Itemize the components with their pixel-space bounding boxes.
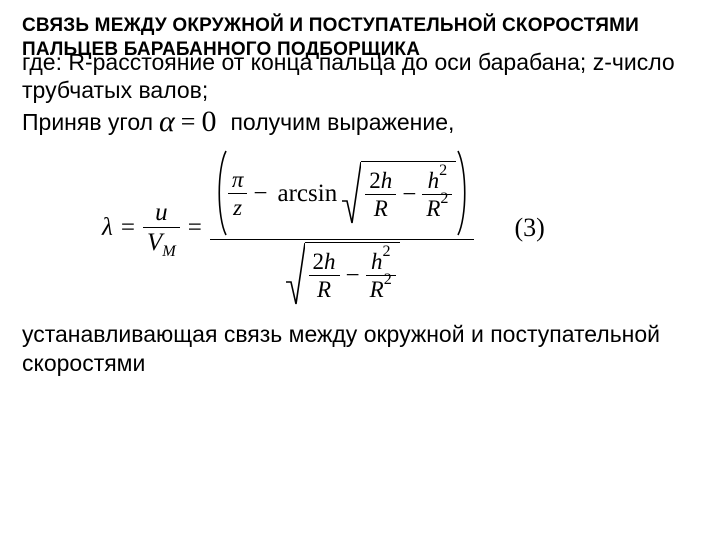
var-R-b: R bbox=[426, 197, 440, 220]
rhs-denominator: 2h R − h2 R2 bbox=[281, 240, 404, 308]
frac-pi-over-z: π z bbox=[228, 166, 248, 221]
formula-row: λ = u VM = bbox=[102, 147, 698, 308]
num-2a: 2 bbox=[369, 169, 381, 192]
var-R-c: R bbox=[317, 278, 331, 301]
frac-2h-over-R-den: 2h R bbox=[309, 248, 340, 303]
slide: СВЯЗЬ МЕЖДУ ОКРУЖНОЙ И ПОСТУПАТЕЛЬНОЙ СК… bbox=[0, 0, 720, 540]
var-h-d: h bbox=[371, 250, 383, 273]
frac-u-over-vm: u VM bbox=[143, 198, 180, 257]
var-z: z bbox=[233, 196, 242, 219]
paragraph-conclusion: устанавливающая связь между окружной и п… bbox=[22, 320, 698, 378]
frac-h2-over-R2-num: h2 R2 bbox=[422, 167, 452, 222]
eq-sign-1: = bbox=[113, 215, 143, 240]
var-u: u bbox=[155, 200, 168, 225]
var-h-a: h bbox=[381, 169, 393, 192]
var-V: V bbox=[147, 230, 162, 255]
var-R-a: R bbox=[374, 197, 388, 220]
eq-sign-2: = bbox=[180, 215, 210, 240]
alpha-equation: α = 0 bbox=[159, 107, 216, 137]
alpha-assumption-row: Приняв угол α = 0 получим выражение, bbox=[22, 107, 698, 137]
var-h-c: h bbox=[324, 250, 336, 273]
alpha-after-text: получим выражение, bbox=[216, 111, 454, 134]
arcsin-op: arcsin bbox=[274, 181, 342, 206]
sqrt-den: 2h R − h2 R2 bbox=[285, 242, 400, 306]
frac-2h-over-R-num: 2h R bbox=[365, 167, 396, 222]
alpha-symbol: α bbox=[159, 107, 175, 137]
rhs-numerator: π z − arcsin 2h bbox=[210, 147, 475, 239]
var-R-d: R bbox=[370, 278, 384, 301]
sup-R2-a: 2 bbox=[440, 191, 448, 207]
paren-right-icon bbox=[456, 149, 470, 237]
formula-main: λ = u VM = bbox=[102, 147, 474, 308]
sup-R2-b: 2 bbox=[384, 272, 392, 288]
lambda-symbol: λ bbox=[102, 215, 113, 240]
radicand-num: 2h R − h2 R2 bbox=[361, 161, 456, 225]
var-h-b: h bbox=[428, 169, 440, 192]
sup-h2-b: 2 bbox=[382, 244, 390, 260]
pi-symbol: π bbox=[232, 168, 244, 191]
radical-icon bbox=[285, 242, 305, 306]
equation-number: (3) bbox=[514, 213, 544, 243]
paragraph-where: где: R-расстояние от конца пальца до оси… bbox=[22, 48, 698, 106]
sqrt-num: 2h R − h2 R2 bbox=[341, 161, 456, 225]
alpha-eq-sign: = bbox=[175, 109, 202, 135]
sup-h2-a: 2 bbox=[439, 163, 447, 179]
paren-left-icon bbox=[214, 149, 228, 237]
alpha-before-text: Приняв угол bbox=[22, 111, 159, 134]
subscript-M: M bbox=[162, 243, 176, 259]
frac-h2-over-R2-den: h2 R2 bbox=[366, 248, 396, 303]
minus-3: − bbox=[340, 263, 366, 288]
radicand-den: 2h R − h2 R2 bbox=[305, 242, 400, 306]
frac-rhs: π z − arcsin 2h bbox=[210, 147, 475, 308]
radical-icon bbox=[341, 161, 361, 225]
minus-2: − bbox=[396, 182, 422, 207]
minus-1: − bbox=[247, 181, 273, 206]
num-2b: 2 bbox=[313, 250, 325, 273]
alpha-zero: 0 bbox=[201, 107, 216, 137]
